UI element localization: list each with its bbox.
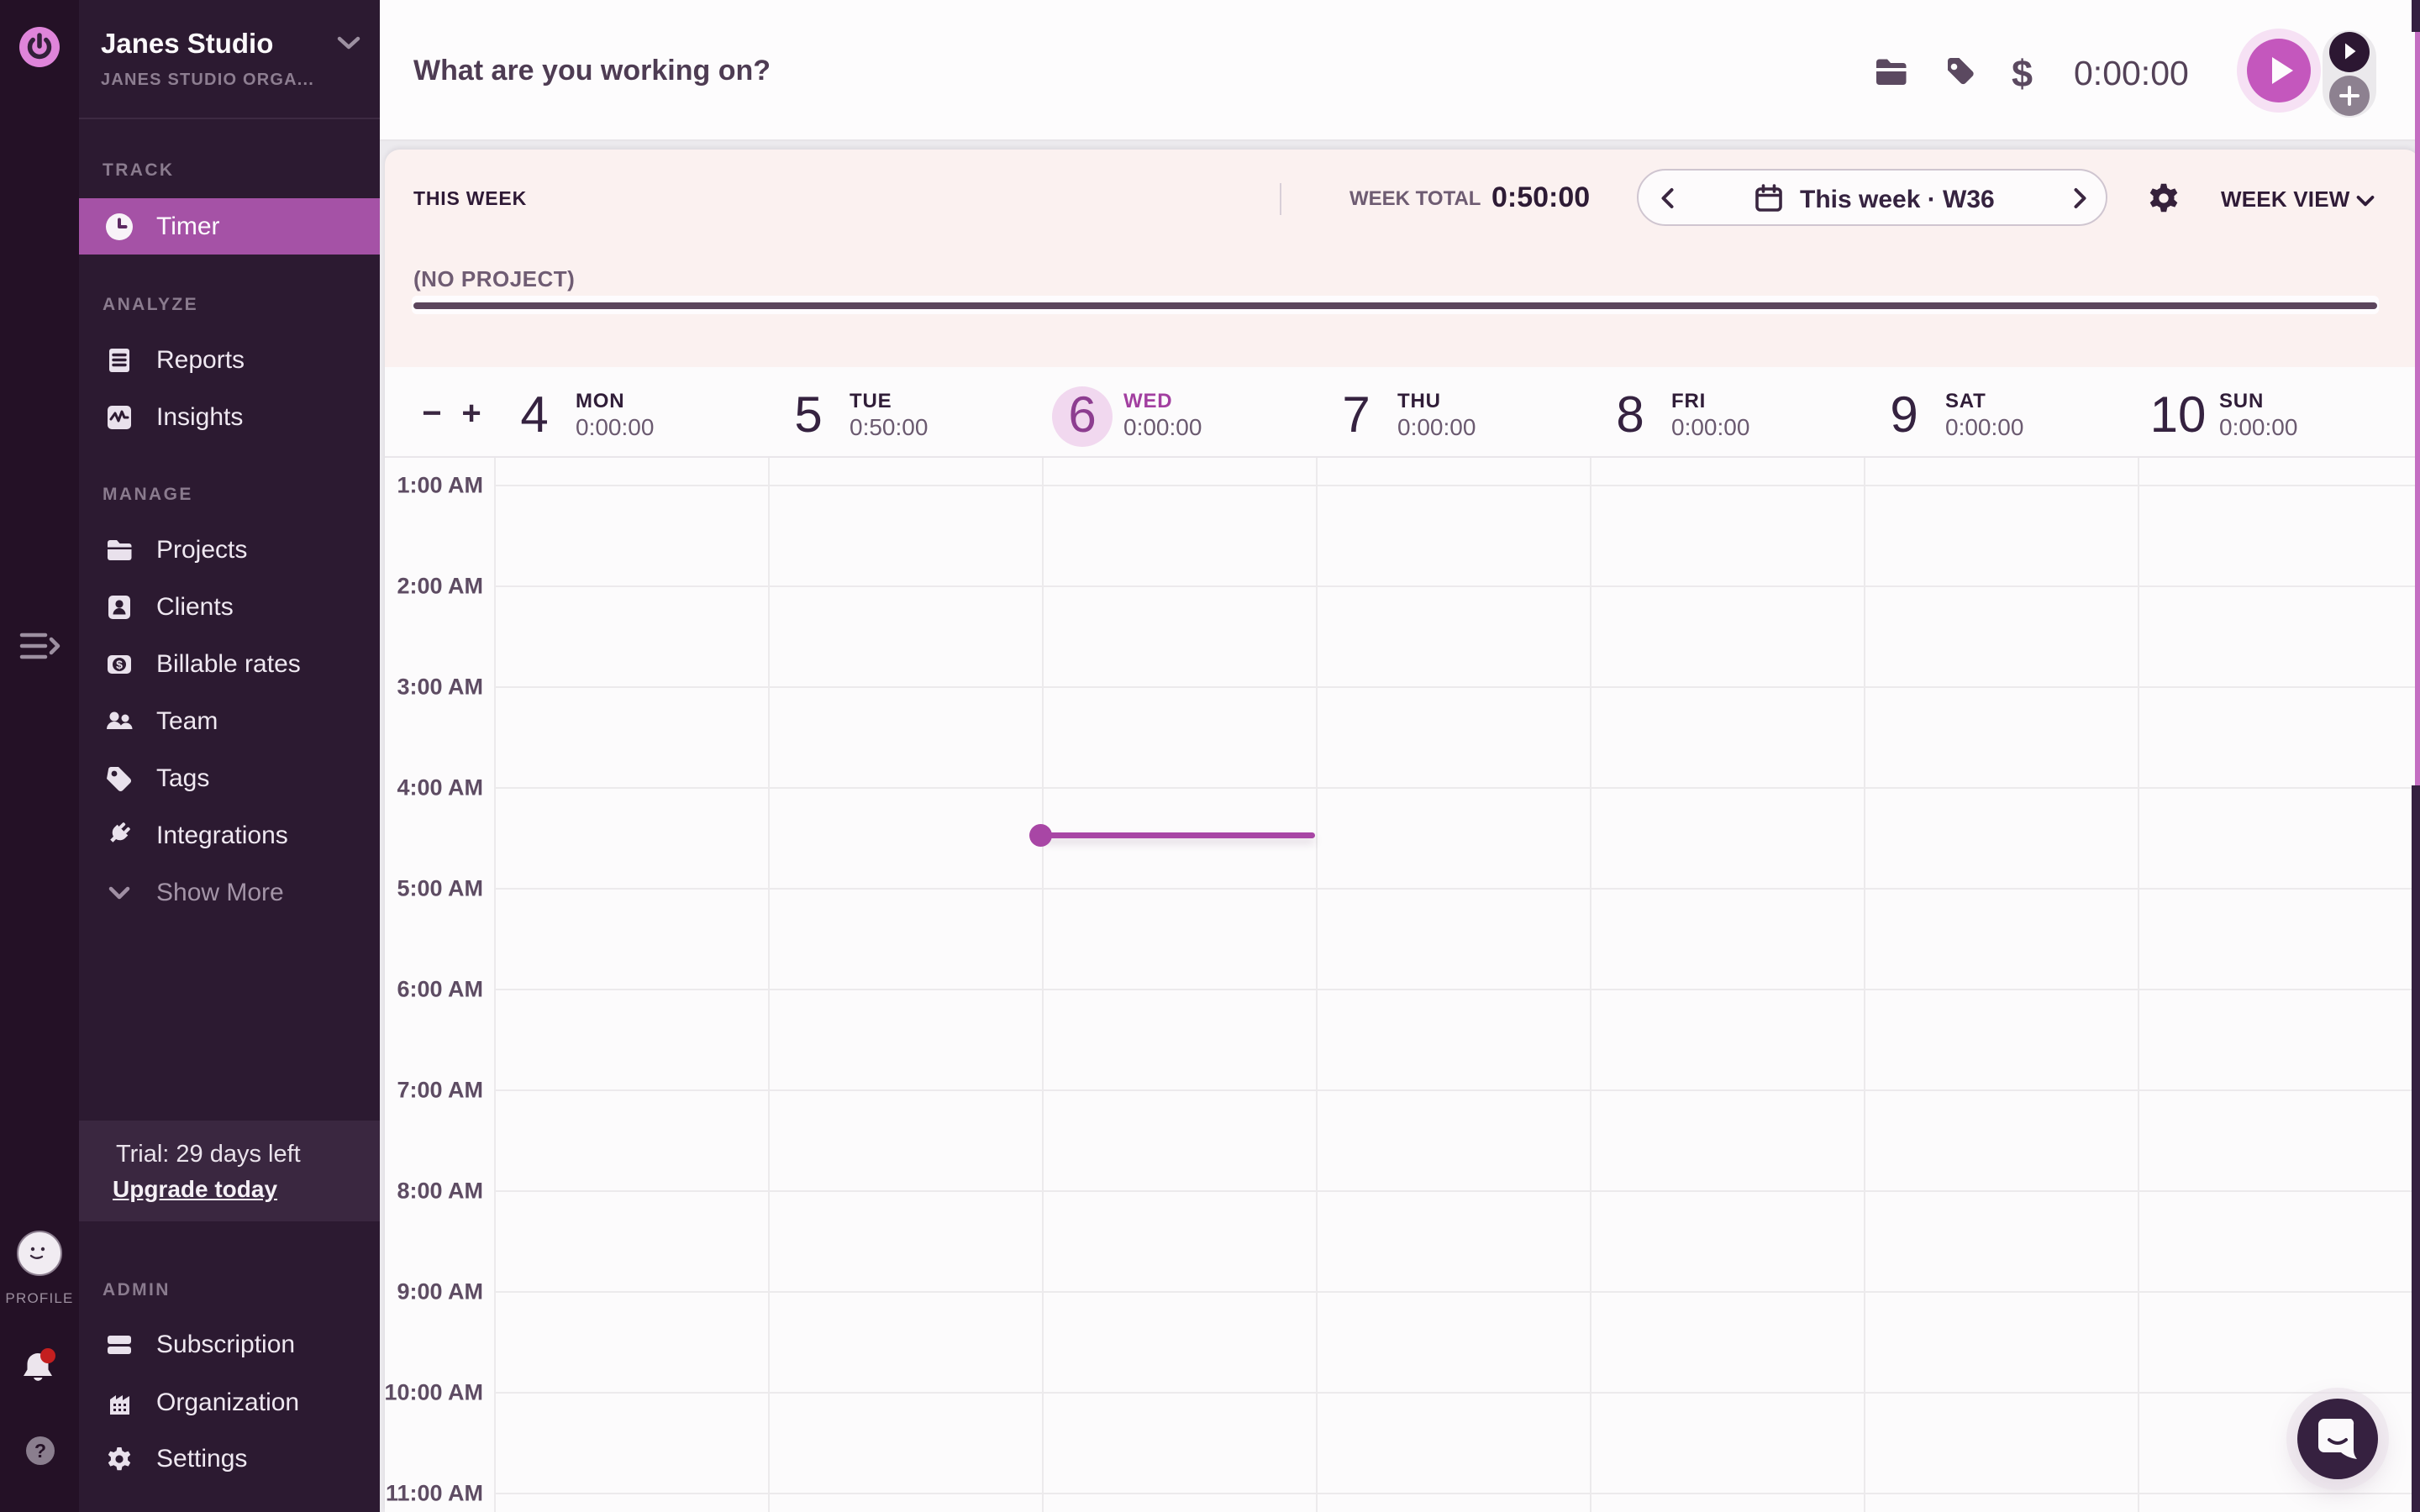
- svg-text:$: $: [116, 658, 123, 671]
- svg-text:?: ?: [34, 1440, 46, 1462]
